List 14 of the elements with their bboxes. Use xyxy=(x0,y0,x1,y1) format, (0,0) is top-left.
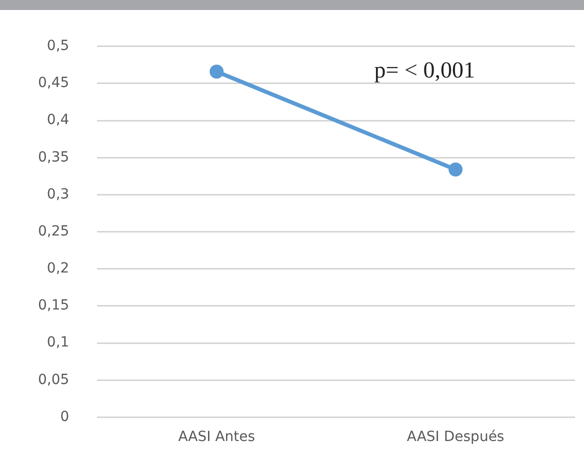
y-tick-label: 0,5 xyxy=(46,38,70,54)
y-tick-label: 0,4 xyxy=(46,112,70,128)
y-tick-label: 0,2 xyxy=(46,260,70,277)
x-tick-label: AASI Antes xyxy=(178,429,256,446)
y-tick-label: 0,3 xyxy=(46,186,70,202)
y-tick-label: 0,1 xyxy=(46,334,70,351)
x-tick-label: AASI Después xyxy=(406,429,504,446)
y-tick-label: 0,05 xyxy=(38,372,70,388)
y-tick-label: 0,15 xyxy=(38,298,70,314)
y-tick-label: 0,25 xyxy=(38,223,70,240)
annotation: p= < 0,001 xyxy=(374,57,476,82)
y-tick-label: 0,45 xyxy=(38,75,70,92)
y-tick-label: 0,35 xyxy=(38,149,70,166)
y-tick-label: 0 xyxy=(60,408,70,425)
